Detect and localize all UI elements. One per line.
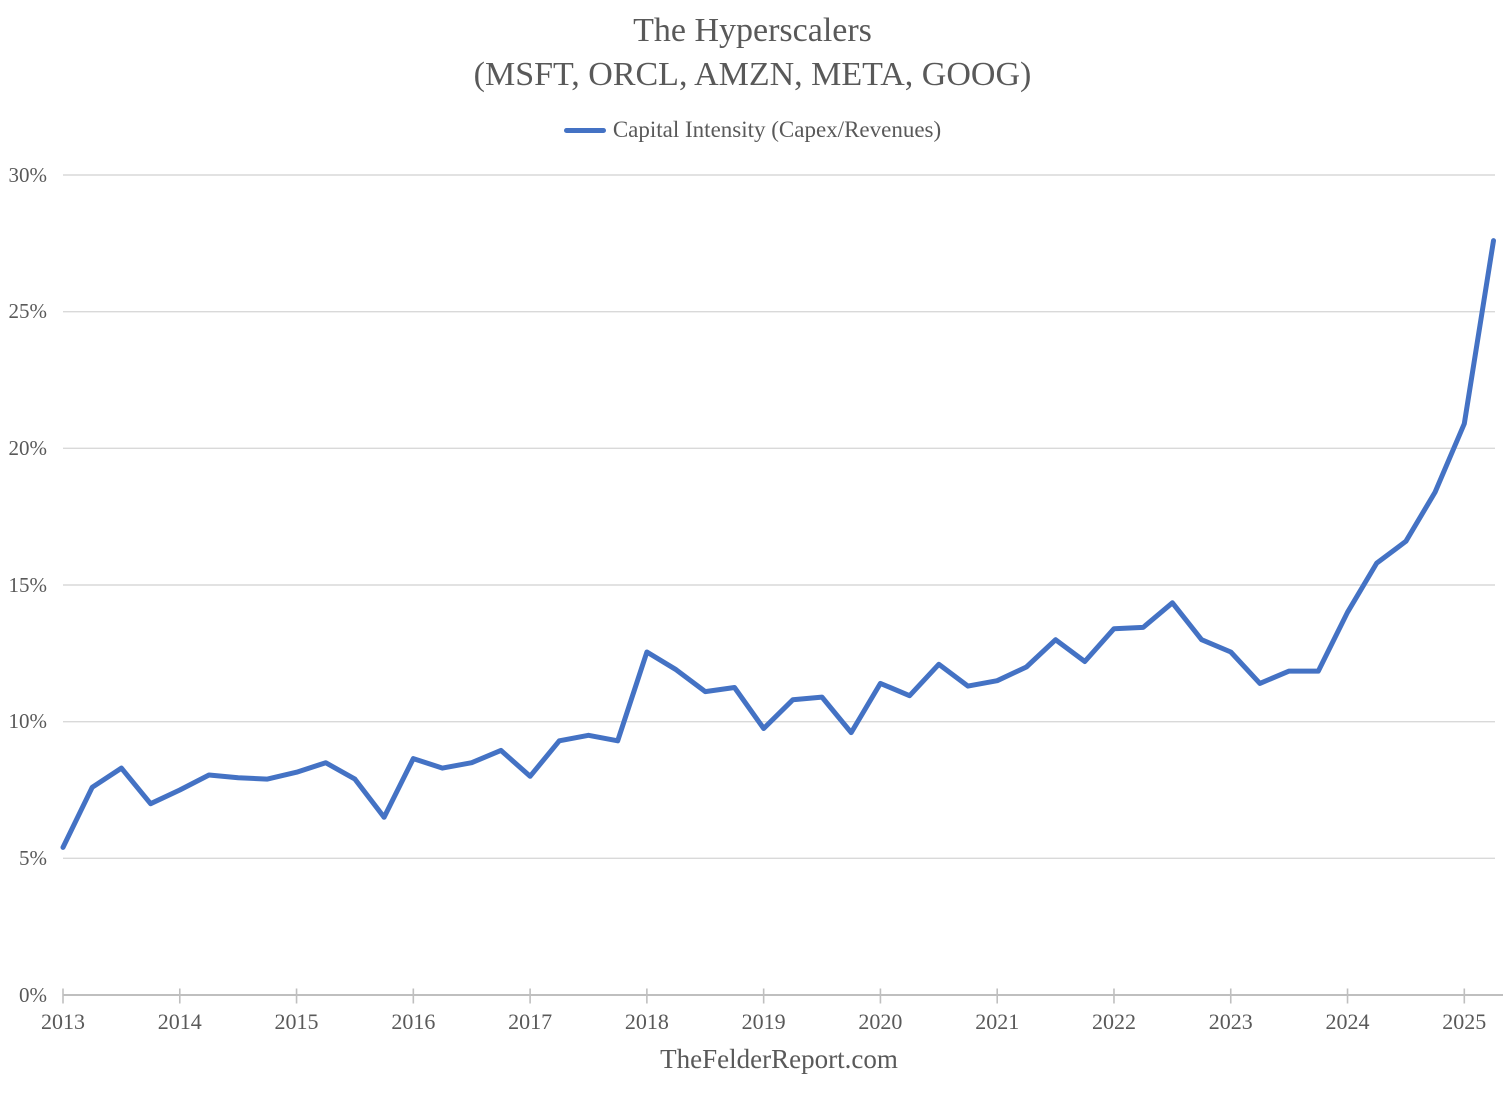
x-axis-label: 2015 (274, 1009, 319, 1034)
x-axis-label: 2025 (1442, 1009, 1487, 1034)
x-axis-label: 2023 (1208, 1009, 1253, 1034)
x-axis-label: 2014 (157, 1009, 202, 1034)
y-axis-label: 30% (8, 162, 48, 187)
legend: Capital Intensity (Capex/Revenues) (0, 116, 1505, 144)
legend-label: Capital Intensity (Capex/Revenues) (612, 117, 942, 142)
chart-title: The Hyperscalers (633, 12, 872, 49)
y-axis-label: 20% (8, 435, 48, 460)
y-axis-label: 10% (8, 709, 48, 734)
chart-subtitle: (MSFT, ORCL, AMZN, META, GOOG) (473, 56, 1032, 93)
x-axis-label: 2019 (741, 1009, 786, 1034)
x-axis-label: 2020 (858, 1009, 903, 1034)
x-axis-label: 2022 (1091, 1009, 1136, 1034)
legend-line-marker-icon (563, 127, 606, 133)
capital-intensity-line (60, 238, 1496, 850)
x-axis-label: 2021 (975, 1009, 1020, 1034)
y-axis-label: 0% (19, 982, 47, 1007)
x-axis-label: 2024 (1325, 1009, 1370, 1034)
y-axis-label: 25% (8, 299, 48, 324)
x-axis-label: 2016 (391, 1009, 436, 1034)
x-axis-label: 2013 (41, 1009, 85, 1034)
watermark: TheFelderReport.com (660, 1044, 898, 1074)
y-axis-label: 5% (19, 845, 47, 870)
y-axis-label: 15% (8, 572, 48, 597)
x-axis-label: 2018 (624, 1009, 669, 1034)
x-axis-label: 2017 (508, 1009, 553, 1034)
